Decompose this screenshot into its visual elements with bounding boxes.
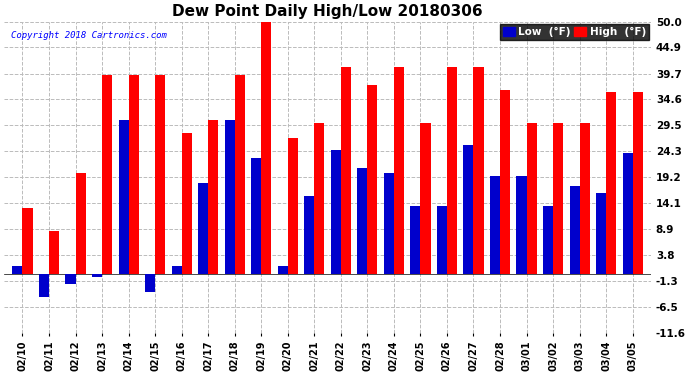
Bar <box>172 267 181 274</box>
Bar <box>225 120 235 274</box>
Bar <box>235 75 245 274</box>
Bar <box>49 231 59 274</box>
Bar <box>155 75 165 274</box>
Legend: Low  (°F), High  (°F): Low (°F), High (°F) <box>500 24 649 40</box>
Bar <box>420 123 431 274</box>
Bar <box>331 150 341 274</box>
Bar <box>357 168 367 274</box>
Bar <box>569 186 580 274</box>
Bar <box>596 193 606 274</box>
Bar <box>490 176 500 274</box>
Bar <box>128 75 139 274</box>
Bar <box>394 67 404 274</box>
Bar <box>304 196 315 274</box>
Bar <box>251 158 262 274</box>
Bar <box>526 123 537 274</box>
Bar <box>606 92 616 274</box>
Bar <box>277 267 288 274</box>
Bar <box>341 67 351 274</box>
Text: Copyright 2018 Cartronics.com: Copyright 2018 Cartronics.com <box>10 31 166 40</box>
Bar <box>516 176 526 274</box>
Bar <box>580 123 590 274</box>
Bar <box>75 173 86 274</box>
Bar <box>23 209 32 274</box>
Bar <box>12 267 23 274</box>
Bar <box>464 146 473 274</box>
Bar <box>553 123 563 274</box>
Bar <box>447 67 457 274</box>
Bar <box>411 206 420 274</box>
Bar <box>92 274 102 276</box>
Bar <box>288 138 298 274</box>
Bar <box>181 133 192 274</box>
Bar <box>384 173 394 274</box>
Bar <box>315 123 324 274</box>
Bar <box>119 120 128 274</box>
Bar <box>500 90 510 274</box>
Bar <box>543 206 553 274</box>
Bar <box>437 206 447 274</box>
Bar <box>473 67 484 274</box>
Bar <box>262 22 271 274</box>
Bar <box>39 274 49 297</box>
Title: Dew Point Daily High/Low 20180306: Dew Point Daily High/Low 20180306 <box>172 4 483 19</box>
Bar <box>208 120 218 274</box>
Bar <box>622 153 633 274</box>
Bar <box>66 274 75 284</box>
Bar <box>102 75 112 274</box>
Bar <box>145 274 155 292</box>
Bar <box>367 85 377 274</box>
Bar <box>633 92 643 274</box>
Bar <box>198 183 208 274</box>
